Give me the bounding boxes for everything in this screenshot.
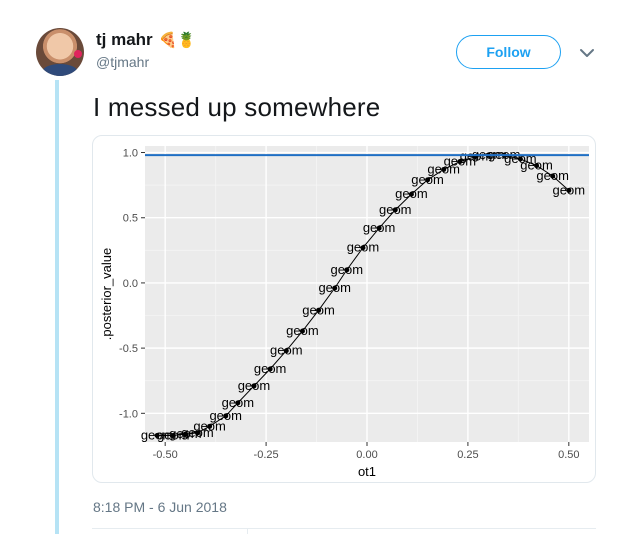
divider-tick — [247, 528, 248, 534]
x-tick-label: 0.25 — [457, 449, 478, 461]
y-tick-label: -1.0 — [119, 408, 138, 420]
point-label: geom — [363, 220, 396, 235]
point-label: geom — [331, 262, 364, 277]
point-label: geom — [302, 302, 335, 317]
x-tick-label: 0.00 — [356, 449, 377, 461]
data-point — [223, 413, 229, 419]
follow-button[interactable]: Follow — [456, 35, 561, 69]
chevron-down-icon[interactable] — [578, 44, 596, 62]
data-point — [283, 348, 289, 354]
point-label: geom — [286, 323, 319, 338]
data-point — [517, 156, 523, 162]
author-handle[interactable]: @tjmahr — [96, 54, 150, 70]
y-axis-label: .posterior_value — [99, 248, 114, 341]
data-point — [182, 431, 188, 437]
point-label: geom — [536, 168, 569, 183]
scatter-chart: -0.50 -0.25 0.00 0.25 0.50 -1.0 -0.5 0.0 0.5 1.0 g… — [99, 146, 589, 479]
data-point — [251, 383, 257, 389]
point-label: geom — [238, 378, 271, 393]
avatar[interactable] — [36, 28, 84, 76]
point-label: geom — [444, 154, 477, 169]
data-point — [550, 173, 556, 179]
tweet-text: I messed up somewhere — [93, 92, 381, 122]
x-tick-label: -0.25 — [254, 449, 279, 461]
data-point — [360, 245, 366, 251]
y-tick-label: 0.0 — [123, 278, 138, 290]
data-point — [408, 191, 414, 197]
y-tick-label: 1.0 — [123, 148, 138, 160]
data-point — [392, 207, 398, 213]
point-label: geom — [318, 280, 351, 295]
y-tick-label: -0.5 — [119, 343, 138, 355]
point-label: geom — [222, 395, 255, 410]
y-tick-label: 0.5 — [123, 213, 138, 225]
x-tick-label: -0.50 — [153, 449, 178, 461]
avatar-shirt — [42, 64, 78, 76]
point-label: geom — [347, 240, 380, 255]
avatar-badge-icon — [74, 50, 82, 58]
data-point — [441, 166, 447, 172]
x-axis-label: ot1 — [358, 464, 376, 479]
point-label: geom — [181, 425, 214, 440]
data-point — [207, 423, 213, 429]
author-emoji: 🍕🍍 — [158, 31, 197, 49]
data-point — [316, 307, 322, 313]
point-label: geom — [169, 426, 202, 441]
data-point — [170, 432, 176, 438]
point-label: geom — [193, 418, 226, 433]
tweet-timestamp[interactable]: 8:18 PM - 6 Jun 2018 — [93, 499, 227, 515]
point-label: geom — [254, 361, 287, 376]
data-point — [566, 187, 572, 193]
point-label: geom — [141, 427, 174, 442]
data-point — [267, 366, 273, 372]
point-label: geom — [553, 182, 586, 197]
point-label: geom — [379, 202, 412, 217]
point-label: geom — [270, 343, 303, 358]
x-tick-label: 0.50 — [558, 449, 579, 461]
data-point — [154, 432, 160, 438]
point-label: geom — [427, 161, 460, 176]
data-point — [235, 400, 241, 406]
tweet-media-chart[interactable]: -0.50 -0.25 0.00 0.25 0.50 -1.0 -0.5 0.0 0.5 1.0 g… — [92, 135, 596, 483]
data-point — [299, 328, 305, 334]
thread-line — [55, 80, 59, 534]
data-point — [534, 163, 540, 169]
point-label: geom — [520, 158, 553, 173]
divider — [92, 528, 596, 529]
point-label: geom — [395, 186, 428, 201]
point-label: geom — [157, 427, 190, 442]
author-name-row: tj mahr 🍕🍍 — [96, 30, 196, 50]
data-point — [194, 430, 200, 436]
author-name[interactable]: tj mahr — [96, 30, 153, 49]
data-point — [457, 159, 463, 165]
data-point — [332, 285, 338, 291]
point-label: geom — [411, 172, 444, 187]
data-point — [344, 267, 350, 273]
data-point — [425, 177, 431, 183]
data-point — [376, 225, 382, 231]
point-label: geom — [209, 408, 242, 423]
